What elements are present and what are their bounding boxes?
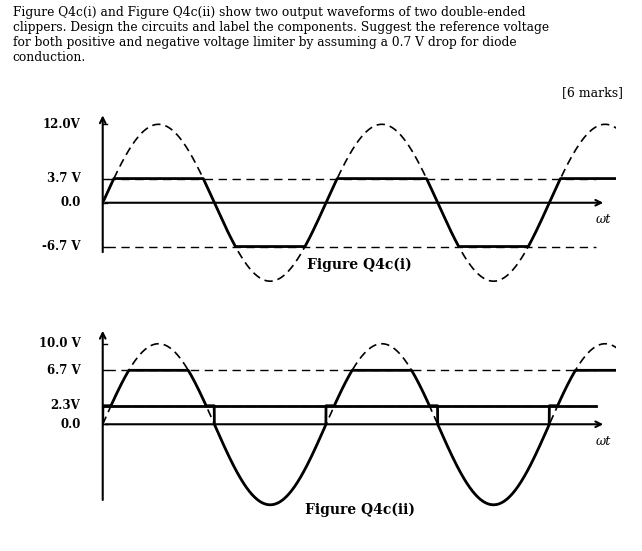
Text: 12.0V: 12.0V [42, 118, 80, 131]
Text: Figure Q4c(i): Figure Q4c(i) [307, 257, 412, 272]
Text: 10.0 V: 10.0 V [39, 337, 80, 350]
Text: 2.3V: 2.3V [51, 399, 80, 412]
Text: ωt: ωt [596, 213, 611, 226]
Text: Figure Q4c(i) and Figure Q4c(ii) show two output waveforms of two double-ended
c: Figure Q4c(i) and Figure Q4c(ii) show tw… [13, 6, 549, 63]
Text: 0.0: 0.0 [60, 196, 80, 209]
Text: Figure Q4c(ii): Figure Q4c(ii) [304, 503, 415, 517]
Text: ωt: ωt [596, 435, 611, 448]
Text: 6.7 V: 6.7 V [47, 364, 80, 377]
Text: -6.7 V: -6.7 V [42, 240, 80, 253]
Text: 3.7 V: 3.7 V [47, 172, 80, 185]
Text: [6 marks]: [6 marks] [562, 86, 623, 99]
Text: 0.0: 0.0 [60, 418, 80, 431]
